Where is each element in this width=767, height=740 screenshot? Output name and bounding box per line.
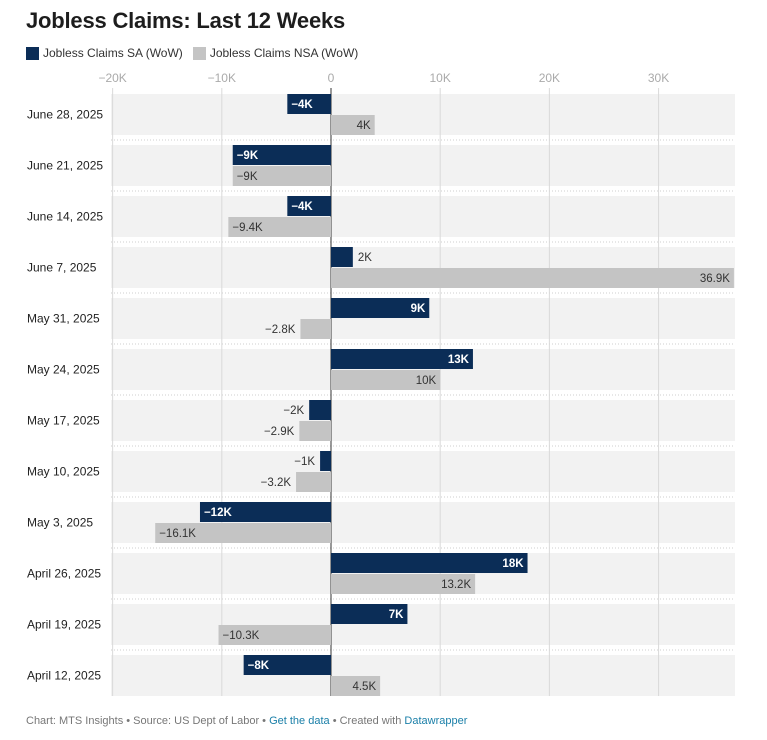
legend-item-nsa: Jobless Claims NSA (WoW): [192, 46, 359, 60]
row-background: [111, 400, 735, 441]
bar-sa: [331, 553, 528, 573]
bar-sa: [309, 400, 331, 420]
data-label-nsa: −16.1K: [159, 528, 196, 540]
category-label: April 19, 2025: [27, 618, 101, 632]
category-label: May 3, 2025: [27, 516, 93, 530]
category-label: May 10, 2025: [27, 465, 100, 479]
bar-nsa: [155, 523, 331, 543]
data-label-sa: 13K: [448, 354, 470, 366]
x-tick-label: 20K: [539, 71, 560, 85]
data-label-sa: 9K: [411, 303, 426, 315]
x-tick-label: −20K: [98, 71, 126, 85]
data-label-nsa: −9.4K: [232, 222, 263, 234]
legend-swatch-nsa: [192, 46, 206, 60]
data-label-sa: −2K: [283, 405, 304, 417]
bar-nsa: [331, 676, 381, 696]
bar-sa: [331, 298, 430, 318]
category-label: April 26, 2025: [27, 567, 101, 581]
category-label: May 17, 2025: [27, 414, 100, 428]
bar-sa: [331, 247, 353, 267]
data-label-nsa: 4.5K: [352, 681, 376, 693]
data-label-nsa: −2.8K: [265, 324, 296, 336]
footer: Chart: MTS Insights • Source: US Dept of…: [26, 715, 467, 727]
category-label: May 24, 2025: [27, 363, 100, 377]
x-tick-label: 30K: [648, 71, 669, 85]
bar-sa: [199, 502, 331, 522]
data-label-nsa: 10K: [416, 375, 437, 387]
chart-title: Jobless Claims: Last 12 Weeks: [26, 8, 346, 33]
bar-sa: [331, 349, 473, 369]
data-label-nsa: 36.9K: [700, 273, 730, 285]
row-background: [111, 145, 735, 186]
get-data-link[interactable]: Get the data: [269, 715, 330, 727]
data-label-sa: 7K: [389, 609, 404, 621]
legend-label-nsa: Jobless Claims NSA (WoW): [209, 46, 359, 60]
x-tick-label: 10K: [430, 71, 451, 85]
data-label-sa: −9K: [237, 150, 259, 162]
row-background: [111, 655, 735, 696]
category-label: June 28, 2025: [27, 108, 103, 122]
data-label-nsa: 13.2K: [441, 579, 471, 591]
category-label: June 14, 2025: [27, 210, 103, 224]
bar-sa: [232, 145, 331, 165]
legend-item-sa: Jobless Claims SA (WoW): [26, 46, 183, 60]
legend: Jobless Claims SA (WoW) Jobless Claims N…: [26, 46, 358, 60]
data-label-nsa: −9K: [237, 171, 258, 183]
row-background: [111, 604, 735, 645]
data-label-nsa: −3.2K: [261, 477, 292, 489]
bar-sa: [320, 451, 331, 471]
bar-nsa: [300, 319, 331, 339]
row-background: [111, 94, 735, 135]
bar-nsa: [331, 370, 441, 390]
data-label-sa: −4K: [291, 99, 313, 111]
bar-sa: [287, 196, 331, 216]
bar-sa: [331, 604, 408, 624]
bar-sa: [287, 94, 331, 114]
bar-nsa: [331, 268, 734, 288]
data-label-sa: −12K: [204, 507, 233, 519]
data-label-nsa: −2.9K: [264, 426, 295, 438]
bar-sa: [243, 655, 331, 675]
data-label-sa: −1K: [294, 456, 315, 468]
bar-nsa: [331, 574, 476, 594]
data-label-sa: −8K: [248, 660, 270, 672]
data-label-sa: −4K: [291, 201, 313, 213]
legend-label-sa: Jobless Claims SA (WoW): [43, 46, 183, 60]
bar-chart: −20K −10K 0 10K 20K 30K June 28, 2025 June 21, …: [27, 71, 735, 696]
bar-nsa: [232, 166, 331, 186]
bar-nsa: [228, 217, 331, 237]
datawrapper-link[interactable]: Datawrapper: [404, 715, 468, 727]
category-label: April 12, 2025: [27, 669, 101, 683]
bar-nsa: [299, 421, 331, 441]
category-label: May 31, 2025: [27, 312, 100, 326]
bar-nsa: [218, 625, 331, 645]
footer-middle: • Created with: [329, 715, 405, 727]
footer-source: Chart: MTS Insights • Source: US Dept of…: [26, 715, 270, 727]
data-label-sa: 2K: [358, 252, 372, 264]
data-label-sa: 18K: [502, 558, 524, 570]
data-label-nsa: −10.3K: [223, 630, 260, 642]
x-tick-label: −10K: [208, 71, 236, 85]
bar-nsa: [331, 115, 375, 135]
category-label: June 7, 2025: [27, 261, 97, 275]
bar-nsa: [296, 472, 331, 492]
row-background: [111, 196, 735, 237]
category-label: June 21, 2025: [27, 159, 103, 173]
x-tick-label: 0: [328, 71, 335, 85]
row-background: [111, 451, 735, 492]
legend-swatch-sa: [26, 46, 39, 60]
data-label-nsa: 4K: [357, 120, 371, 132]
